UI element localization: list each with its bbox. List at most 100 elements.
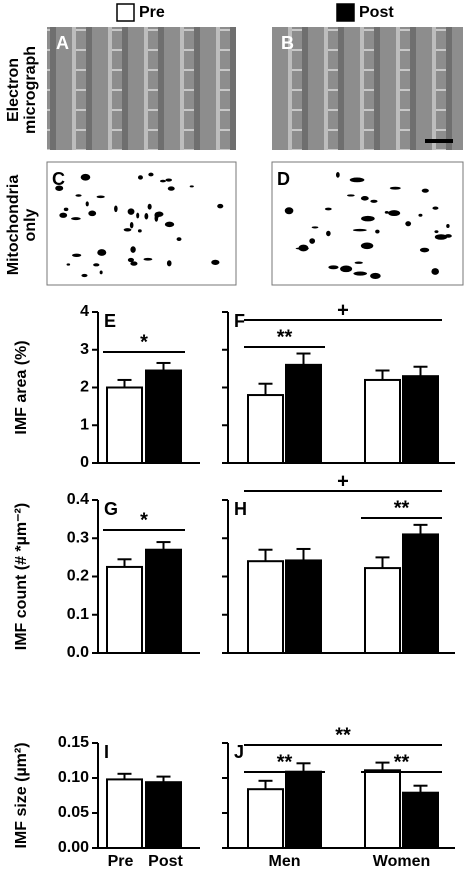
x-tick-label: Women (373, 853, 430, 870)
significance-label: + (337, 470, 349, 492)
mitochondrion (434, 234, 448, 240)
mito-post (271, 161, 464, 286)
mitochondrion (136, 212, 140, 219)
bar (106, 565, 143, 654)
mitochondrion (127, 208, 135, 215)
row-label: Electron micrograph (5, 46, 39, 134)
mitochondrion (189, 185, 194, 188)
significance-label: ** (394, 497, 410, 519)
mitochondrion (114, 205, 118, 213)
panel-letter: C (52, 169, 65, 189)
mitochondrion (75, 194, 82, 197)
mitochondrion (137, 175, 143, 180)
mitochondrion (80, 173, 91, 181)
significance-label: ** (277, 751, 293, 773)
mitochondrion (298, 244, 309, 252)
x-tick-label: Post (148, 853, 183, 870)
mitochondrion (166, 260, 172, 267)
row-label: Mitochondria only (5, 175, 39, 276)
mitochondrion (349, 177, 365, 183)
micrograph-post (272, 27, 463, 150)
mitochondrion (144, 213, 149, 220)
mitochondrion (137, 229, 142, 233)
mito-pre (46, 161, 237, 286)
mitochondrion (335, 172, 340, 178)
mitochondrion (217, 203, 224, 209)
significance-label: ** (277, 326, 293, 348)
mitochondrion (154, 214, 159, 222)
bar (402, 533, 439, 654)
mitochondrion (72, 253, 82, 257)
y-tick-label: 2 (80, 379, 89, 396)
bar (364, 769, 401, 849)
mitochondrion (324, 207, 332, 211)
row-label-line: only (22, 208, 39, 241)
mitochondrion (143, 257, 153, 261)
significance-label: * (140, 331, 148, 353)
mitochondrion (147, 203, 152, 210)
y-axis-title: IMF size (µm²) (13, 742, 30, 848)
mitochondrion (419, 247, 430, 253)
y-tick-label: 1 (80, 416, 89, 433)
row-label-line: Electron (5, 58, 22, 122)
mitochondrion (326, 230, 331, 237)
mitochondrion (66, 263, 71, 266)
mitochondrion (421, 188, 429, 193)
bar (364, 378, 401, 465)
mitochondrion (71, 217, 81, 221)
mitochondrion (129, 221, 134, 229)
y-tick-label: 0.4 (67, 491, 89, 508)
mitochondrion (370, 199, 378, 203)
mitochondrion (361, 215, 375, 222)
mitochondrion (130, 246, 136, 253)
bar (106, 778, 143, 850)
mitochondrion (388, 210, 401, 217)
mitochondrion (389, 186, 401, 190)
mitochondrion (347, 194, 355, 197)
mitochondrion (148, 172, 154, 177)
y-tick-label: 3 (80, 341, 89, 358)
mitochondrion (328, 265, 339, 270)
mitochondrion (354, 261, 363, 264)
y-axis-title: IMF count (# *µm⁻²) (13, 503, 30, 650)
legend-label: Pre (139, 4, 165, 21)
panel-letter: H (234, 499, 247, 519)
bar (247, 560, 284, 655)
mitochondrion (431, 268, 439, 275)
micrograph-pre (47, 27, 236, 150)
mitochondrion (446, 224, 450, 228)
mitochondrion (176, 237, 182, 242)
mitochondrion (418, 213, 423, 217)
mitochondrion (85, 201, 89, 207)
mitochondrion (309, 238, 316, 244)
y-tick-label: 4 (80, 303, 89, 320)
y-tick-label: 0.10 (58, 769, 89, 786)
x-tick-label: Men (269, 853, 301, 870)
mitochondrion (444, 234, 452, 238)
mitochondrion (405, 221, 412, 227)
y-tick-label: 0.2 (67, 568, 89, 585)
bar (402, 791, 439, 850)
mitochondrion (81, 273, 88, 278)
y-tick-label: 0.3 (67, 529, 89, 546)
mitochondria (55, 172, 452, 280)
mitochondrion (88, 210, 97, 217)
panel-letter: D (277, 169, 290, 189)
mitochondrion (164, 221, 175, 228)
mitochondrion (384, 210, 389, 214)
y-tick-label: 0 (80, 454, 89, 471)
bar (402, 375, 439, 464)
bar (145, 548, 182, 654)
mitochondrion (370, 272, 381, 280)
row-label-line: Mitochondria (5, 175, 22, 276)
mitochondrion (96, 195, 105, 199)
mitochondrion (360, 196, 369, 201)
mitochondrion (165, 178, 172, 182)
panel-letter: A (56, 33, 69, 53)
bar (145, 781, 182, 850)
legend-label: Post (359, 4, 394, 21)
mitochondrion (353, 271, 368, 276)
y-axis-title: IMF area (%) (13, 340, 30, 434)
bar (285, 559, 322, 654)
bar (285, 770, 322, 850)
